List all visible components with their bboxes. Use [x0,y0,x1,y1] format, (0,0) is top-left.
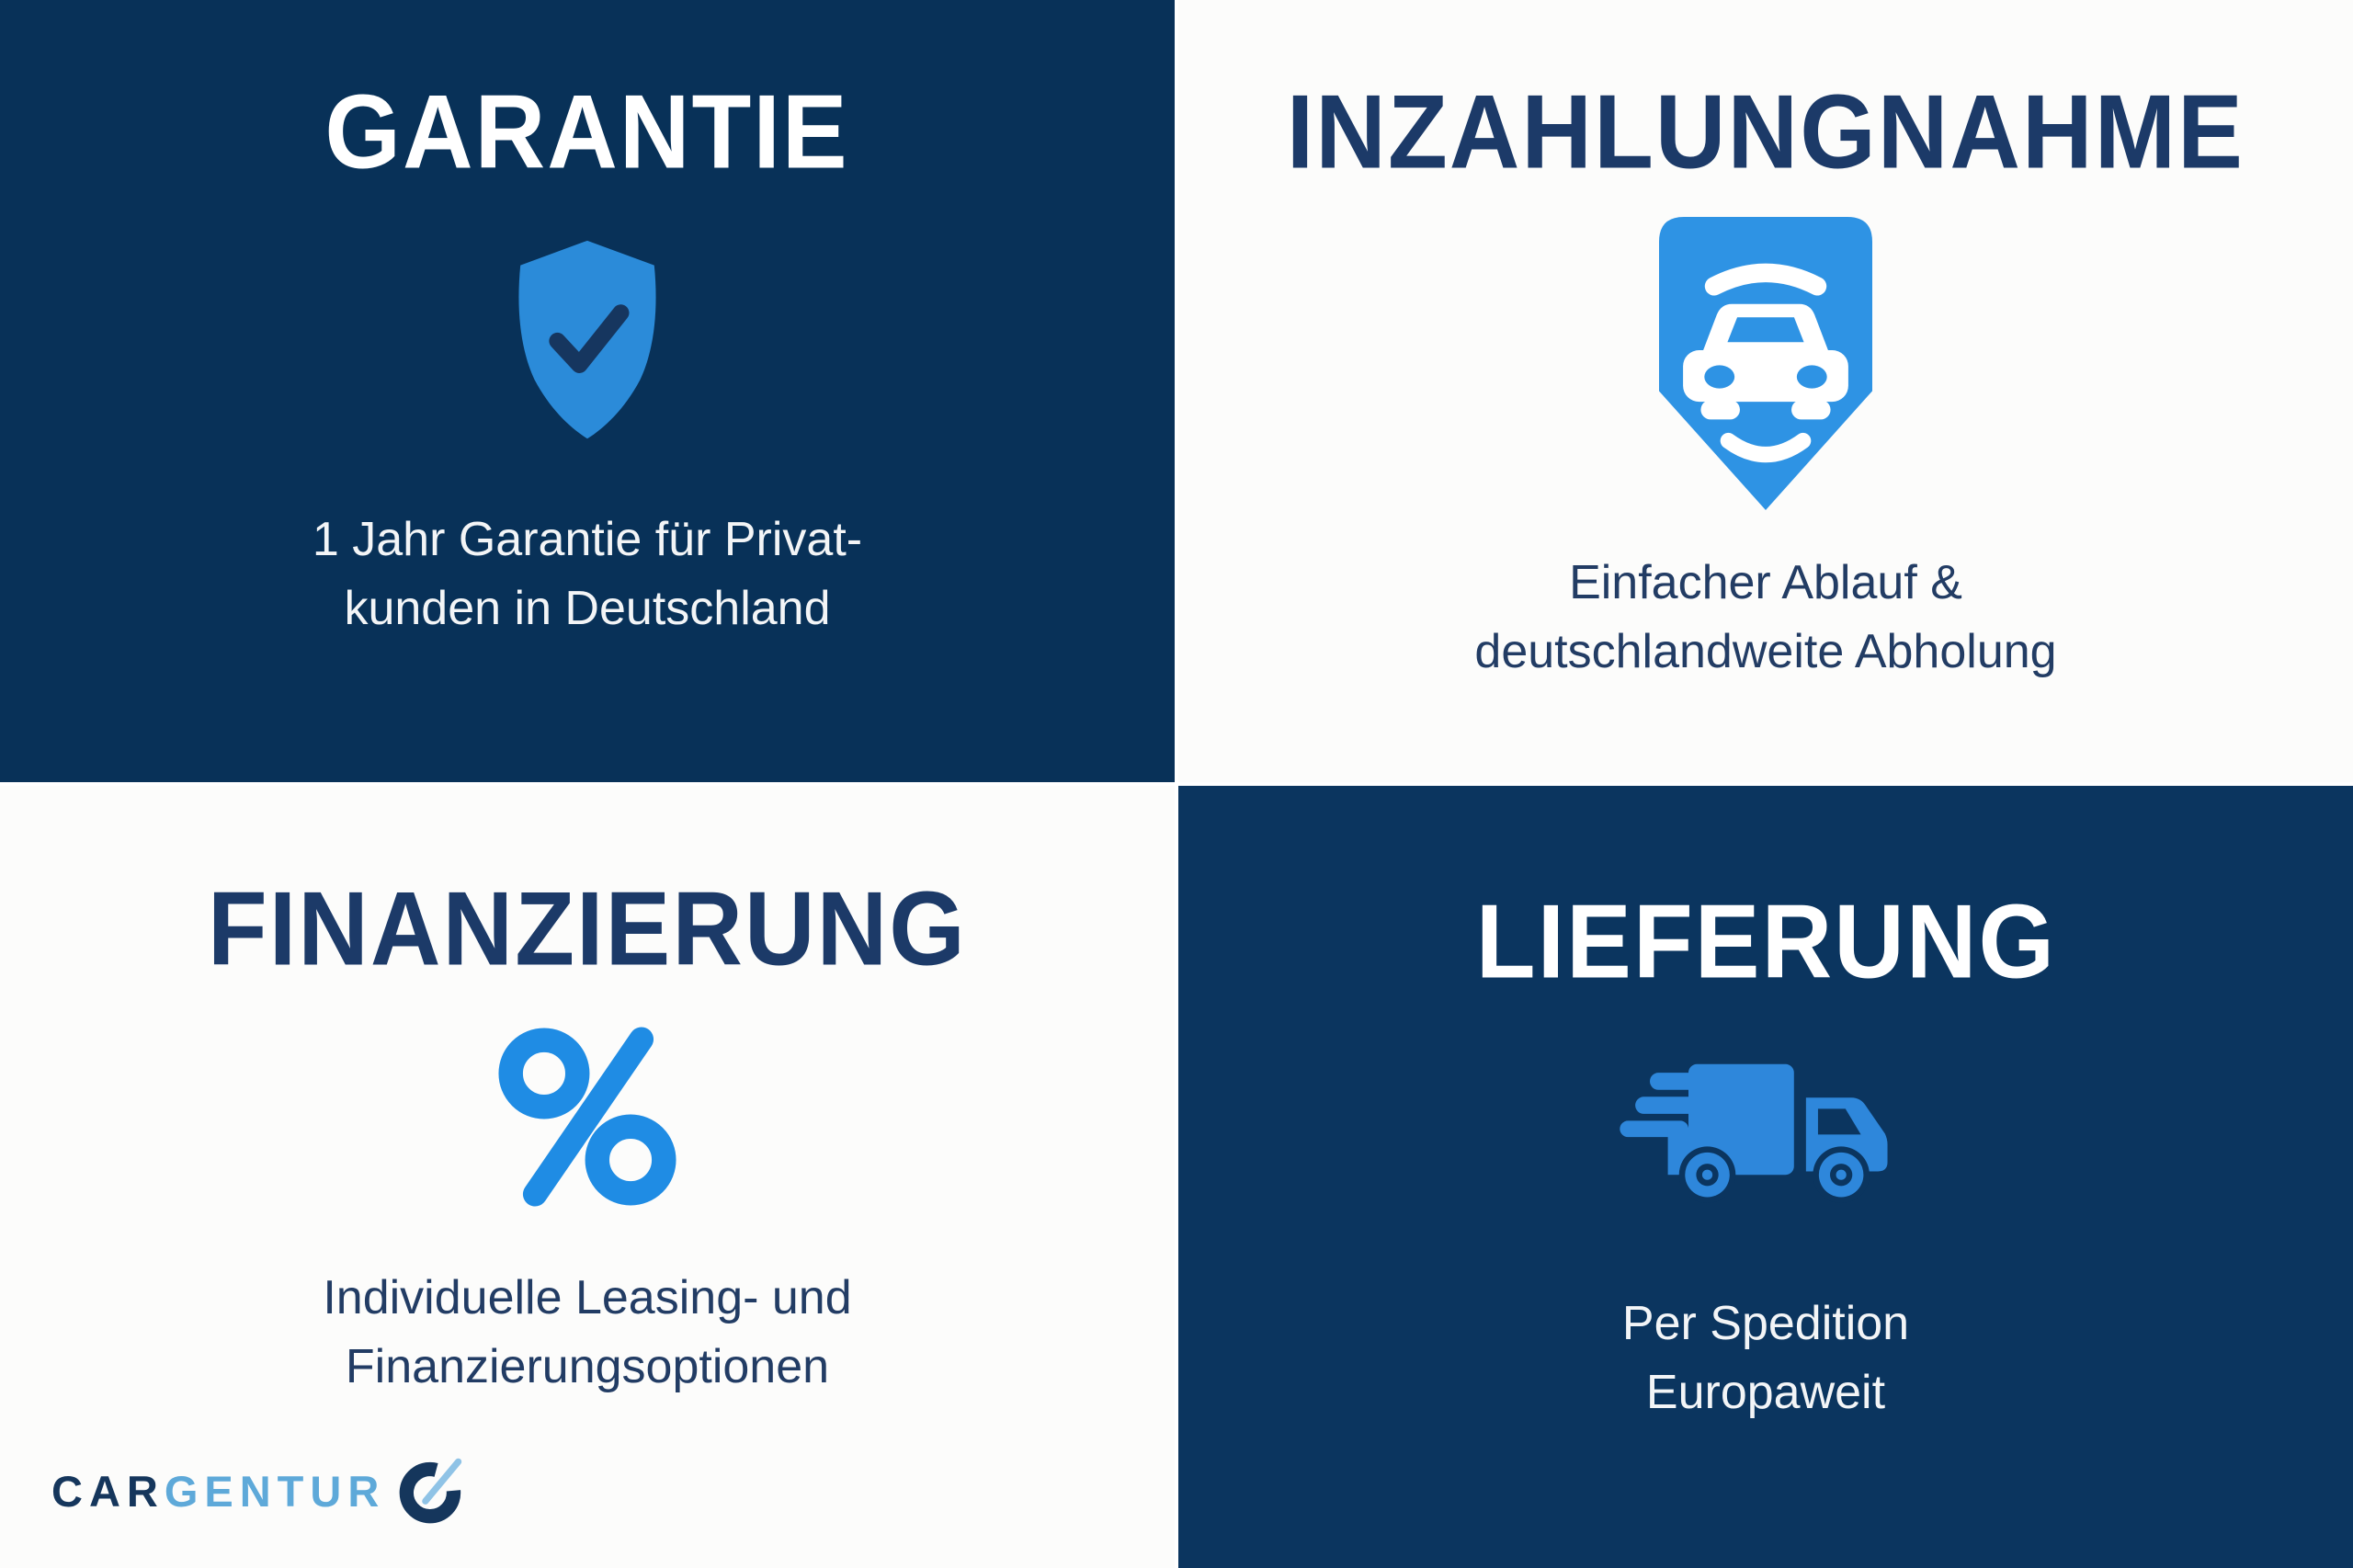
quadrant-inzahlungnahme: INZAHLUNGNAHME Einfacher Ablauf & deutsc… [1178,0,2353,782]
quadrant-garantie: GARANTIE 1 Jahr Garantie für Privat- kun… [0,0,1175,782]
shield-check-icon [499,237,676,445]
delivery-truck-icon [1611,1049,1920,1229]
garantie-description: 1 Jahr Garantie für Privat- kunden in De… [313,506,862,643]
logo-text-car: CAR [51,1467,165,1516]
garantie-line-1: 1 Jahr Garantie für Privat- [312,513,863,566]
lieferung-description: Per Spedition Europaweit [1622,1290,1909,1427]
lieferung-title: LIEFERUNG [1475,883,2056,1001]
quadrant-lieferung: LIEFERUNG Per Spedition [1178,786,2353,1568]
quadrant-finanzierung: FINANZIERUNG Individuelle Leasing- und F… [0,786,1175,1568]
finanzierung-title: FINANZIERUNG [208,870,967,988]
inzahlungnahme-title: INZAHLUNGNAHME [1286,74,2245,191]
logo-text-gentur: GENTUR [164,1467,386,1516]
inzahlungnahme-line-2: deutschlandweite Abholung [1474,624,2057,678]
garantie-line-2: kunden in Deutschland [344,581,831,635]
finanzierung-line-2: Finanzierungsoptionen [345,1339,830,1393]
percent-icon [497,1027,677,1207]
brand-logo: CAR GENTUR [51,1449,470,1533]
inzahlungnahme-line-1: Einfacher Ablauf & [1569,556,1962,609]
logo-c-icon [398,1449,470,1533]
lieferung-line-2: Europaweit [1645,1365,1886,1419]
inzahlungnahme-description: Einfacher Ablauf & deutschlandweite Abho… [1474,549,2056,687]
finanzierung-description: Individuelle Leasing- und Finanzierungso… [323,1264,851,1402]
garantie-title: GARANTIE [324,74,850,191]
finanzierung-line-1: Individuelle Leasing- und [323,1271,852,1324]
lieferung-line-1: Per Spedition [1621,1297,1910,1350]
car-badge-icon [1659,217,1872,510]
